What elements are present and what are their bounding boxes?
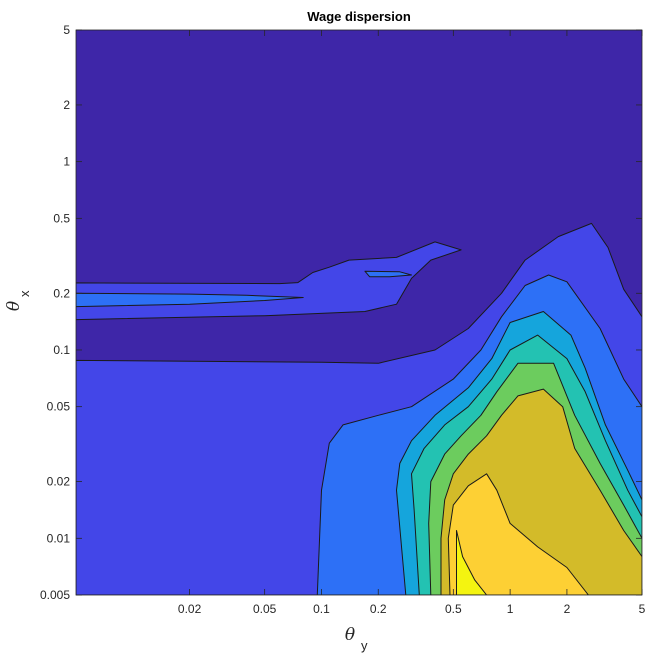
y-tick-label: 0.1 — [53, 343, 70, 357]
x-axis-ticks: 0.02 0.05 0.1 0.2 0.5 1 2 5 — [178, 30, 646, 616]
x-tick-label: 2 — [564, 602, 571, 616]
contour-region-level-3-2 — [364, 270, 412, 278]
plot-frame — [75, 29, 643, 596]
x-tick-label: 0.2 — [370, 602, 387, 616]
x-tick-label: 1 — [507, 602, 514, 616]
x-axis-label: θ y — [345, 625, 368, 653]
contour-fills — [76, 30, 642, 595]
x-axis-label-symbol: θ — [345, 625, 355, 645]
x-tick-label: 0.05 — [253, 602, 277, 616]
x-tick-label: 5 — [639, 602, 646, 616]
y-tick-label: 0.01 — [47, 531, 71, 545]
y-tick-label: 0.05 — [47, 400, 71, 414]
x-tick-label: 0.02 — [178, 602, 202, 616]
y-tick-label: 1 — [63, 155, 70, 169]
x-axis-label-subscript: y — [361, 638, 368, 653]
contour-region-level-8-1 — [447, 473, 589, 595]
y-tick-label: 0.02 — [47, 475, 71, 489]
y-tick-label: 0.5 — [53, 211, 70, 225]
x-tick-label: 0.1 — [313, 602, 330, 616]
x-tick-label: 0.5 — [445, 602, 462, 616]
y-axis-label-symbol: θ — [4, 301, 24, 311]
y-tick-label: 0.2 — [53, 286, 70, 300]
y-tick-label: 5 — [63, 23, 70, 37]
y-axis-ticks: 0.005 0.01 0.02 0.05 0.1 0.2 0.5 1 2 5 — [40, 23, 642, 602]
chart-title: Wage dispersion — [307, 9, 411, 24]
y-axis-label-subscript: x — [17, 290, 32, 297]
y-axis-label: θ x — [4, 290, 32, 311]
y-tick-label: 2 — [63, 98, 70, 112]
contour-region-level-9-1 — [456, 530, 488, 595]
y-tick-label: 0.005 — [40, 588, 70, 602]
contour-region-level-3-1 — [76, 292, 304, 308]
